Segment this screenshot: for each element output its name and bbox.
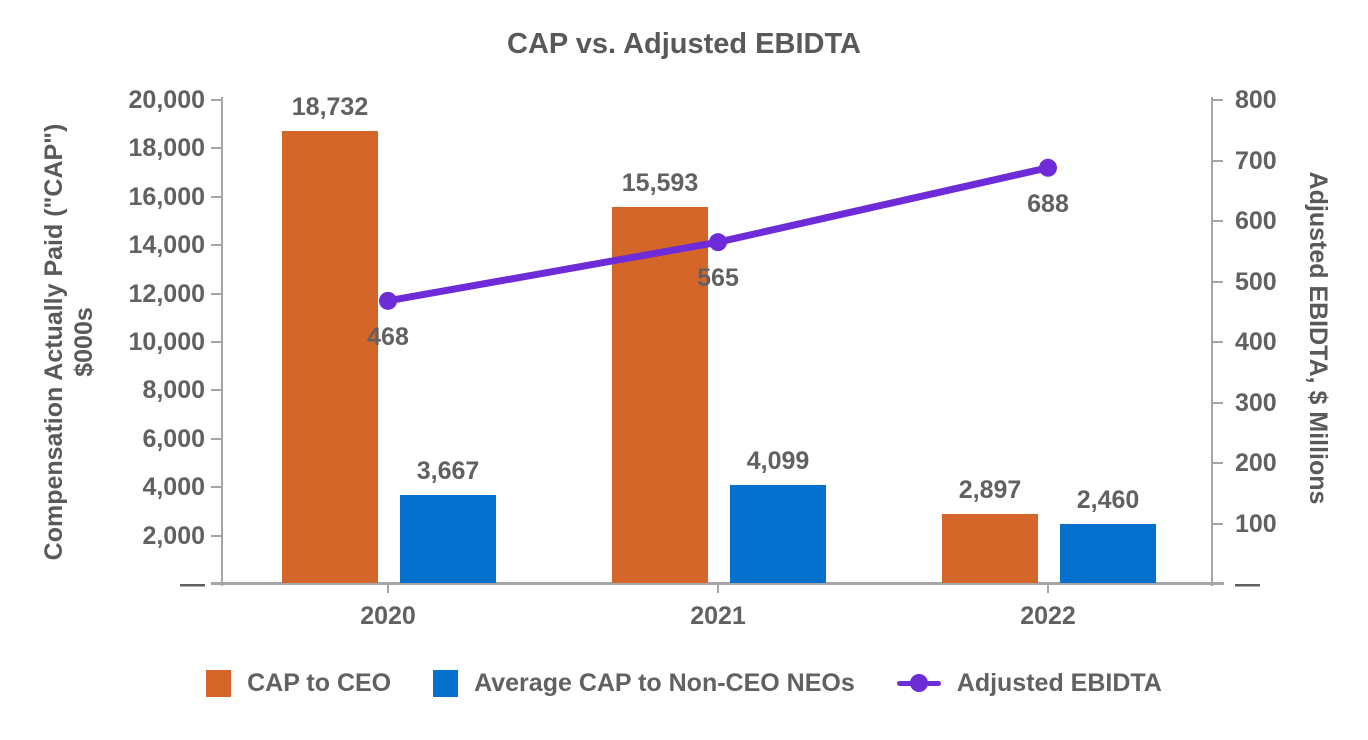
legend-item-cap-to-ceo: CAP to CEO [206, 669, 391, 698]
left-axis-tick [211, 389, 221, 392]
right-axis-tick-label: — [1235, 570, 1260, 598]
left-axis-tick [211, 437, 221, 440]
right-axis-tick-label: 600 [1235, 207, 1277, 235]
bar-label-cap-to-ceo-2021: 15,593 [621, 168, 699, 197]
left-axis-tick [211, 195, 221, 198]
left-axis-tick-label: 14,000 [128, 231, 205, 260]
bar-avg-cap-to-non-ceo-neos-2020 [400, 495, 496, 583]
left-axis-tick [211, 486, 221, 489]
bar-avg-cap-to-non-ceo-neos-2021 [730, 484, 826, 583]
left-axis-tick-label: 2,000 [142, 521, 205, 550]
left-axis-tick-label: 16,000 [128, 182, 205, 211]
left-axis-tick [211, 534, 221, 537]
x-axis-label-2020: 2020 [360, 602, 416, 630]
left-axis-tick-label: 10,000 [128, 328, 205, 356]
bar-cap-to-ceo-2021 [612, 206, 708, 583]
left-axis-tick-label: 20,000 [128, 86, 205, 114]
legend: CAP to CEO Average CAP to Non-CEO NEOs A… [0, 661, 1368, 705]
left-axis-tick-label: 4,000 [142, 473, 205, 502]
x-axis-label-2022: 2022 [1020, 602, 1076, 630]
right-axis-tick [1213, 99, 1223, 101]
left-axis-tick [211, 244, 221, 247]
left-axis-tick [211, 341, 221, 343]
point-label-adjusted-ebidta-2020: 468 [367, 322, 409, 351]
right-axis-tick-label: 400 [1235, 328, 1277, 356]
bar-label-cap-to-ceo-2022: 2,897 [958, 475, 1022, 504]
x-axis-tick [1047, 584, 1049, 593]
left-axis-tick-label: 8,000 [142, 376, 205, 405]
x-axis-tick [717, 584, 719, 593]
right-axis-tick-label: 100 [1235, 509, 1277, 538]
chart-title: CAP vs. Adjusted EBIDTA [507, 28, 861, 60]
point-label-adjusted-ebidta-2021: 565 [697, 264, 739, 293]
right-axis-tick [1213, 401, 1223, 404]
line-marker-icon [896, 674, 941, 692]
legend-label-cap-to-ceo: CAP to CEO [247, 668, 392, 697]
bar-avg-cap-to-non-ceo-neos-2022 [1060, 524, 1156, 583]
left-axis-tick-label: 12,000 [128, 279, 205, 308]
bar-cap-to-ceo-2022 [942, 513, 1038, 583]
left-axis-tick [211, 147, 221, 150]
legend-item-adjusted-ebidta: Adjusted EBIDTA [896, 668, 1162, 698]
left-axis-tick-label: — [180, 570, 205, 598]
line-point-2020 [379, 291, 397, 310]
bar-label-cap-to-ceo-2020: 18,732 [291, 92, 369, 121]
cap-to-ceo-swatch-icon [206, 669, 232, 697]
line-point-2021 [709, 233, 727, 252]
bar-label-avg-cap-to-non-ceo-neos-2021: 4,099 [746, 446, 810, 475]
right-axis-tick [1213, 341, 1223, 343]
legend-item-avg-cap-non-ceo-neos: Average CAP to Non-CEO NEOs [433, 669, 855, 698]
bar-label-avg-cap-to-non-ceo-neos-2022: 2,460 [1076, 486, 1140, 515]
right-axis-tick-label: 800 [1235, 86, 1277, 114]
right-axis-tick-label: 700 [1235, 146, 1277, 175]
left-axis-tick [211, 583, 221, 585]
bar-cap-to-ceo-2020 [282, 130, 378, 583]
right-axis-tick [1213, 220, 1223, 222]
left-axis-title-line1: Compensation Actually Paid ("CAP") [40, 123, 68, 561]
point-label-adjusted-ebidta-2022: 688 [1027, 189, 1069, 218]
right-axis-tick [1213, 159, 1223, 162]
legend-label-avg-cap-non-ceo-neos: Average CAP to Non-CEO NEOs [474, 668, 855, 697]
bar-label-avg-cap-to-non-ceo-neos-2020: 3,667 [416, 457, 480, 486]
x-axis-label-2021: 2021 [690, 602, 746, 630]
right-axis-tick [1213, 280, 1223, 283]
left-axis-tick [211, 292, 221, 295]
right-axis-line [1211, 97, 1213, 586]
x-axis-tick [387, 584, 389, 593]
right-axis-tick-label: 500 [1235, 267, 1277, 296]
right-axis-tick-label: 300 [1235, 388, 1277, 417]
left-axis-tick-label: 18,000 [128, 134, 205, 163]
left-axis-tick [211, 99, 221, 101]
right-axis-tick [1213, 583, 1223, 585]
x-axis-line [211, 582, 1224, 585]
avg-cap-swatch-icon [433, 669, 459, 697]
left-axis-line [221, 97, 223, 586]
legend-label-adjusted-ebidta: Adjusted EBIDTA [956, 668, 1162, 697]
right-axis-tick-label: 200 [1235, 449, 1277, 477]
right-axis-tick [1213, 522, 1223, 525]
line-point-2022 [1039, 158, 1057, 177]
left-axis-tick-label: 6,000 [142, 424, 205, 453]
right-axis-tick [1213, 462, 1223, 464]
